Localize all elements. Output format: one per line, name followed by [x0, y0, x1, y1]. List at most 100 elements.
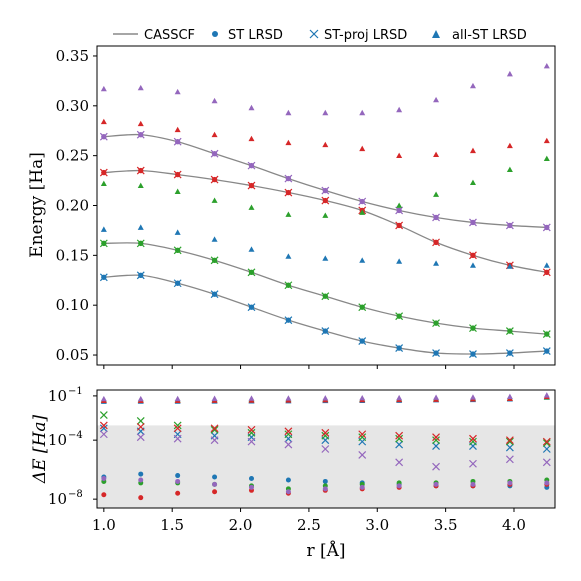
delta-e-marks [99, 392, 551, 501]
delta-e-st-proj-lrsd-point [395, 431, 404, 440]
all-st-lrsd-point [174, 126, 181, 133]
x-tick-label: 1.0 [92, 516, 116, 534]
delta-e-y-tick-label: 10 [48, 490, 67, 508]
delta-e-st-proj-lrsd-point [358, 450, 367, 459]
delta-e-st-lrsd-point [322, 478, 328, 484]
all-st-lrsd-point [506, 142, 513, 149]
st-proj-lrsd-point [99, 168, 108, 177]
all-st-lrsd-point [506, 263, 513, 269]
delta-e-st-proj-lrsd-point [284, 427, 293, 436]
all-st-lrsd-point [137, 120, 144, 127]
delta-e-st-proj-lrsd-point [432, 436, 440, 445]
st-proj-lrsd-point [99, 273, 108, 282]
delta-e-st-proj-lrsd-point [247, 437, 256, 446]
st-proj-lrsd-point [542, 330, 551, 339]
delta-e-st-lrsd-point [396, 483, 402, 489]
delta-e-all-st-lrsd-point [322, 395, 329, 401]
st-proj-lrsd-point [469, 251, 477, 260]
st-proj-lrsd-point [469, 324, 477, 333]
delta-e-st-lrsd-point [212, 489, 218, 495]
st-proj-lrsd-point [469, 350, 477, 358]
energy-marks [99, 62, 551, 358]
delta-e-st-proj-lrsd-point [321, 431, 330, 440]
all-st-lrsd-point [211, 236, 218, 242]
all-st-lrsd-point [396, 152, 403, 159]
all-st-lrsd-point [211, 97, 218, 104]
delta-e-x-ticks: 1.0 1.5 2.0 2.5 3.0 3.5 4.0 [92, 508, 526, 534]
st-proj-lrsd-point [542, 268, 551, 277]
st-proj-lrsd-point [321, 292, 330, 301]
energy-x-ticks [103, 365, 515, 369]
legend-all-st-lrsd-label: all-ST LRSD [452, 28, 527, 43]
x-tick-label: 2.0 [229, 516, 253, 534]
delta-e-st-lrsd-point [285, 477, 291, 483]
delta-e-st-proj-lrsd-point [395, 434, 404, 443]
delta-e-panel: 10 −110 −410 −8 1.0 1.5 2.0 2.5 3.0 3.5 4.0 ΔE [H… [30, 386, 556, 561]
delta-e-st-lrsd-point [248, 476, 254, 481]
all-st-lrsd-point [506, 166, 513, 173]
delta-e-y-axis-label: ΔE [Ha] [30, 414, 50, 484]
x-tick-label: 2.5 [297, 516, 321, 534]
delta-e-st-lrsd-point [212, 474, 218, 480]
delta-e-st-lrsd-point [507, 480, 513, 486]
delta-e-st-proj-lrsd-point [136, 433, 145, 442]
delta-e-st-proj-lrsd-point [247, 428, 256, 437]
all-st-lrsd-point [469, 147, 476, 154]
delta-e-st-proj-lrsd-point [395, 458, 404, 467]
legend-st-proj-lrsd-label: ST-proj LRSD [324, 28, 407, 43]
delta-e-all-st-lrsd-point [469, 394, 476, 400]
x-tick-label: 1.5 [160, 516, 184, 534]
delta-e-all-st-lrsd-point [396, 394, 403, 401]
st-proj-lrsd-point [136, 239, 145, 248]
all-st-lrsd-point [211, 197, 218, 203]
energy-y-ticks: 0.05 0.10 0.15 0.20 0.25 0.30 0.35 [56, 47, 97, 364]
st-proj-lrsd-point [505, 349, 514, 357]
st-proj-lrsd-point [247, 303, 256, 312]
all-st-lrsd-point [359, 109, 366, 116]
delta-e-st-proj-lrsd-point [542, 439, 551, 448]
all-st-lrsd-point [100, 85, 107, 92]
delta-e-st-proj-lrsd-point [469, 434, 477, 443]
st-proj-lrsd-point [173, 246, 182, 255]
all-st-lrsd-point [469, 82, 476, 89]
st-proj-lrsd-point [173, 170, 182, 179]
delta-e-st-proj-lrsd-point [321, 428, 330, 437]
delta-e-st-proj-lrsd-point [210, 425, 219, 434]
st-proj-lrsd-point [284, 174, 293, 183]
all-st-lrsd-point [248, 246, 255, 252]
st-proj-lrsd-point [284, 281, 293, 290]
all-st-lrsd-point [174, 229, 181, 235]
st-proj-lrsd-point [99, 239, 108, 248]
delta-e-all-st-lrsd-point [543, 392, 550, 398]
delta-e-y-tick-exponent: −1 [68, 386, 83, 397]
all-st-lrsd-point [137, 224, 144, 230]
energy-y-tick-label: 0.25 [56, 147, 89, 165]
energy-y-tick-label: 0.05 [56, 346, 89, 364]
all-st-lrsd-point [211, 131, 218, 138]
all-st-lrsd-point [396, 202, 403, 208]
all-st-lrsd-point [285, 109, 292, 116]
delta-e-y-tick-label: 10 [48, 387, 67, 405]
delta-e-st-proj-lrsd-point [395, 440, 404, 449]
delta-e-st-lrsd-point [138, 471, 144, 477]
st-proj-lrsd-point [210, 256, 219, 265]
delta-e-all-st-lrsd-point [211, 395, 218, 401]
all-st-lrsd-point [322, 212, 329, 218]
all-st-lrsd-point [543, 137, 550, 144]
all-st-lrsd-point [322, 255, 329, 261]
delta-e-all-st-lrsd-point [174, 395, 181, 402]
delta-e-st-proj-lrsd-point [136, 417, 145, 425]
all-st-lrsd-point [100, 180, 107, 186]
all-st-lrsd-point [433, 96, 440, 103]
delta-e-st-lrsd-point [101, 492, 107, 498]
st-proj-lrsd-point [542, 347, 551, 355]
st-proj-lrsd-point [210, 290, 219, 299]
st-proj-lrsd-point [505, 327, 514, 336]
st-proj-lrsd-point [432, 349, 440, 357]
all-st-lrsd-point [469, 262, 476, 268]
delta-e-st-lrsd-point [212, 481, 218, 487]
delta-e-y-tick-exponent: −8 [68, 489, 83, 500]
st-proj-lrsd-point [210, 175, 219, 184]
all-st-lrsd-point [285, 253, 292, 259]
delta-e-st-proj-lrsd-point [173, 421, 182, 430]
